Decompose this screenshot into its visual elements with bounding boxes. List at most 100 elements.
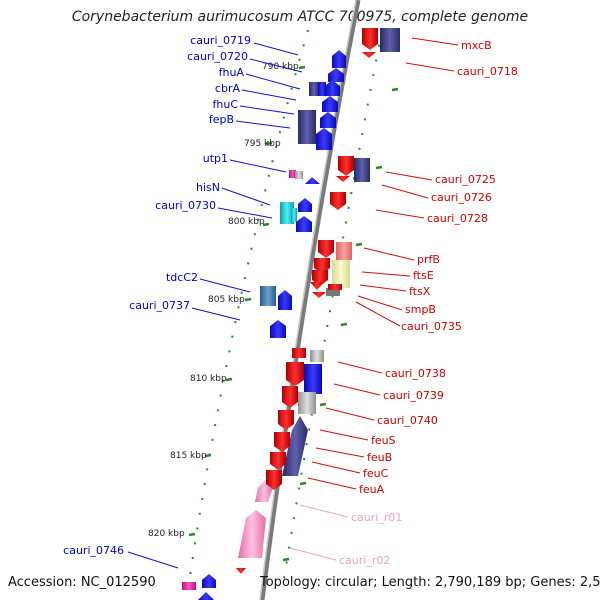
gene-label-tdcC2[interactable]: tdcC2 — [166, 271, 198, 284]
gene-label-cbrA[interactable]: cbrA — [215, 82, 241, 95]
genome-backbone-highlight — [259, 0, 357, 600]
topology-label: Topology: circular; Length: 2,790,189 bp… — [260, 575, 600, 590]
gene-arrow-cauri_0738[interactable] — [286, 362, 304, 386]
gene-label-feuB[interactable]: feuB — [367, 451, 392, 464]
gene-cauri_0738[interactable] — [310, 350, 324, 362]
gene-arrow-tdcC2[interactable] — [278, 290, 292, 310]
leader-lines-left — [127, 42, 303, 569]
gene-arrow-fhuC-2[interactable] — [320, 112, 336, 128]
gene-label-cauri_0735[interactable]: cauri_0735 — [401, 320, 462, 333]
gene-arrow-cauri_0719[interactable] — [332, 50, 346, 68]
leader-lines-right — [307, 37, 459, 490]
gene-prfB-salmon[interactable] — [336, 242, 352, 260]
gene-arrow-cauri_r02[interactable] — [238, 510, 266, 558]
gene-label-cauri_0718[interactable]: cauri_0718 — [457, 65, 518, 78]
gene-arrow-feuA[interactable] — [266, 470, 282, 490]
gene-label-feuS[interactable]: feuS — [371, 434, 396, 447]
gene-cauri_0730[interactable] — [280, 202, 294, 224]
gene-utp1-magenta[interactable] — [289, 170, 296, 178]
gene-arrow-hisN[interactable] — [298, 198, 312, 212]
gene-label-fhuC[interactable]: fhuC — [213, 98, 239, 111]
gene-label-cauri_0728[interactable]: cauri_0728 — [427, 212, 488, 225]
gene-label-cauri_0738[interactable]: cauri_0738 — [385, 367, 446, 380]
gene-arrow-fepB[interactable] — [316, 128, 332, 150]
tick-label: 800 kbp — [228, 217, 265, 227]
gene-label-cauri_0737[interactable]: cauri_0737 — [129, 299, 190, 312]
gene-cauri_0740[interactable] — [298, 392, 316, 414]
gene-label-fepB[interactable]: fepB — [209, 113, 234, 126]
gene-tdcC2[interactable] — [260, 286, 276, 306]
gene-label-mxcB[interactable]: mxcB — [461, 39, 492, 52]
gene-arrow-small-red[interactable] — [236, 568, 246, 574]
tick-label: 820 kbp — [148, 529, 185, 539]
gene-cauri_0738-red[interactable] — [292, 348, 306, 358]
gene-arrow-feuS[interactable] — [282, 416, 308, 476]
gene-arrow-cauri_0746[interactable] — [202, 574, 216, 588]
gene-arrow-fhuA[interactable] — [325, 80, 340, 96]
gene-label-cauri_r02[interactable]: cauri_r02 — [339, 554, 390, 567]
gene-label-cauri_0719[interactable]: cauri_0719 — [190, 34, 251, 47]
gene-label-cauri_0730[interactable]: cauri_0730 — [155, 199, 216, 212]
gene-arrow-mxcB[interactable] — [362, 28, 378, 50]
gene-cauri_0735-red[interactable] — [328, 284, 342, 290]
gene-label-feuA[interactable]: feuA — [359, 483, 385, 496]
genome-backbone — [259, 0, 361, 600]
gene-cauri_0725-navy[interactable] — [354, 158, 370, 182]
gene-arrow-cauri_0746-b[interactable] — [198, 592, 214, 600]
gene-label-feuC[interactable]: feuC — [363, 467, 389, 480]
gene-arrow-cauri_0739[interactable] — [282, 386, 298, 408]
map-title: Corynebacterium aurimucosum ATCC 700975,… — [71, 9, 529, 25]
gene-smpB-gray[interactable] — [326, 288, 340, 296]
gene-arrow-cauri_0730[interactable] — [296, 216, 312, 232]
gene-cauri_0746-magenta[interactable] — [182, 582, 196, 590]
gene-label-utp1[interactable]: utp1 — [203, 152, 228, 165]
accession-label: Accession: NC_012590 — [8, 575, 156, 590]
gene-label-cauri_0740[interactable]: cauri_0740 — [377, 414, 438, 427]
tick-label: 805 kbp — [208, 295, 245, 305]
gene-label-ftsE[interactable]: ftsE — [413, 269, 434, 282]
gene-arrow-cauri_0735[interactable] — [312, 292, 326, 298]
inner-dotted-track — [281, 29, 383, 591]
gene-label-cauri_0725[interactable]: cauri_0725 — [435, 173, 496, 186]
gene-arrow-feuC[interactable] — [270, 452, 286, 470]
gene-arrow-cauri_0725[interactable] — [338, 156, 354, 176]
gene-arrow-cauri_0728[interactable] — [330, 192, 346, 210]
gene-arrow-cauri_0737[interactable] — [270, 320, 286, 338]
gene-arrow-cauri_0740[interactable] — [278, 410, 294, 430]
gene-utp1-gray[interactable] — [295, 171, 303, 179]
gene-label-fhuA[interactable]: fhuA — [219, 66, 245, 79]
gene-arrow-utp1[interactable] — [305, 177, 320, 184]
gene-fhuA-left[interactable] — [309, 82, 319, 96]
gene-label-prfB[interactable]: prfB — [417, 253, 440, 266]
gene-label-cauri_0746[interactable]: cauri_0746 — [63, 544, 124, 557]
gene-cauri_0739[interactable] — [304, 364, 322, 394]
gene-cbrA[interactable] — [318, 82, 326, 96]
right-gene-labels: mxcB cauri_0718 cauri_0725 cauri_0726 ca… — [339, 39, 518, 567]
gene-arrow-feuB[interactable] — [274, 432, 290, 452]
gene-label-hisN[interactable]: hisN — [196, 181, 220, 194]
gene-label-cauri_r01[interactable]: cauri_r01 — [351, 511, 402, 524]
gene-label-cauri_0739[interactable]: cauri_0739 — [383, 389, 444, 402]
gene-ftsE-yellow[interactable] — [332, 260, 350, 288]
tick-marks — [188, 65, 399, 562]
gene-mxcB-navy[interactable] — [380, 28, 400, 52]
gene-label-smpB[interactable]: smpB — [405, 303, 436, 316]
gene-arrow-fhuC[interactable] — [322, 96, 338, 112]
gene-fepB[interactable] — [298, 110, 316, 144]
gene-arrow-cauri_0726[interactable] — [336, 176, 350, 182]
leader-lines-rna — [289, 504, 349, 561]
gene-label-ftsX[interactable]: ftsX — [409, 285, 431, 298]
reverse-strand-genes — [236, 28, 400, 574]
tick-label: 810 kbp — [190, 374, 227, 384]
forward-strand-genes — [182, 50, 346, 600]
gene-arrow-cauri_0720[interactable] — [328, 68, 344, 82]
gene-label-cauri_0720[interactable]: cauri_0720 — [187, 50, 248, 63]
left-gene-labels: cauri_0719 cauri_0720 fhuA cbrA fhuC fep… — [63, 34, 251, 557]
gene-arrow-prfB[interactable] — [318, 240, 334, 258]
tick-label: 795 kbp — [244, 139, 281, 149]
gene-arrow-smpB[interactable] — [310, 282, 324, 290]
gene-label-cauri_0726[interactable]: cauri_0726 — [431, 191, 492, 204]
gene-arrow-cauri_0718[interactable] — [362, 52, 376, 58]
gene-cauri_0730-b[interactable] — [291, 208, 297, 222]
